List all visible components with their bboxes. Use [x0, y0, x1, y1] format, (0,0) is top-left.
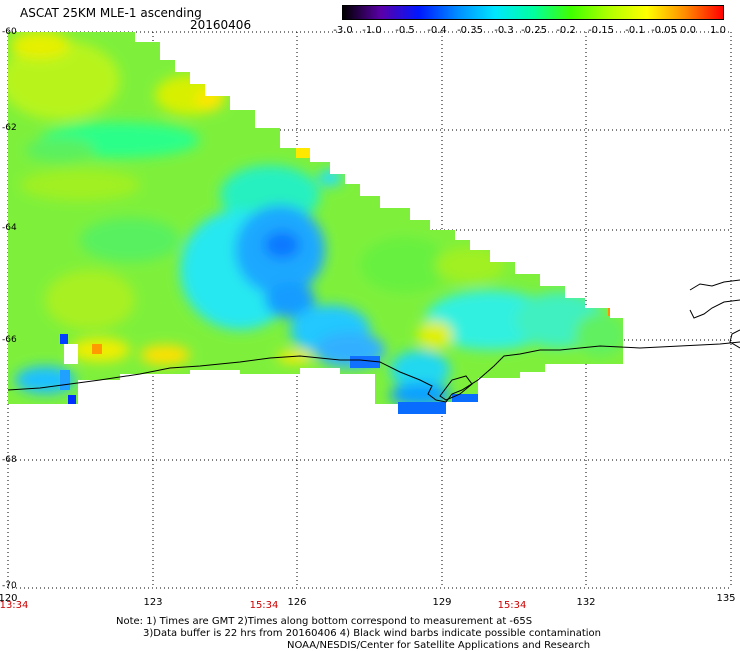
colorbar-label: 1.0 [710, 25, 726, 36]
time-label: 15:34 [249, 600, 279, 611]
latitude-label: -60 [2, 27, 17, 37]
colorbar-label: -0.15 [588, 25, 614, 36]
footer-credit: NOAA/NESDIS/Center for Satellite Applica… [287, 640, 591, 651]
map-title: ASCAT 25KM MLE-1 ascending [20, 6, 202, 20]
colorbar-labels: -3.0 -1.0 -0.5 -0.4 -0.35 -0.3 -0.25 -0.… [0, 25, 740, 39]
colorbar-label: -3.0 [333, 25, 353, 36]
colorbar-label: -0.35 [457, 25, 483, 36]
map-date: 20160406 [190, 18, 252, 32]
colorbar-label: -0.25 [521, 25, 547, 36]
longitude-label: 129 [432, 597, 452, 608]
footer-note: 3)Data buffer is 22 hrs from 20160406 4)… [143, 628, 601, 639]
colorbar-label: 0.0 [680, 25, 696, 36]
longitude-label: 126 [287, 597, 307, 608]
colorbar-label: -0.4 [427, 25, 447, 36]
latitude-label: -70 [2, 581, 17, 591]
latitude-label: -68 [2, 455, 17, 465]
footer-note: Note: 1) Times are GMT 2)Times along bot… [116, 616, 533, 627]
time-label: 15:34 [497, 600, 527, 611]
colorbar-label: -0.5 [395, 25, 415, 36]
longitude-label: 135 [716, 593, 736, 604]
colorbar-label: -1.0 [362, 25, 382, 36]
colorbar-label: -0.05 [651, 25, 677, 36]
colorbar-label: -0.1 [625, 25, 645, 36]
colorbar [342, 5, 724, 20]
data-gap [64, 344, 78, 364]
latitude-label: -64 [2, 223, 17, 233]
time-label: 13:34 [0, 600, 29, 611]
latitude-label: -62 [2, 123, 17, 133]
longitude-label: 123 [143, 597, 163, 608]
colorbar-label: -0.2 [556, 25, 576, 36]
colorbar-label: -0.3 [494, 25, 514, 36]
latitude-label: -66 [2, 335, 17, 345]
coastline [7, 279, 740, 403]
longitude-label: 120 [0, 593, 18, 604]
longitude-label: 132 [576, 597, 596, 608]
